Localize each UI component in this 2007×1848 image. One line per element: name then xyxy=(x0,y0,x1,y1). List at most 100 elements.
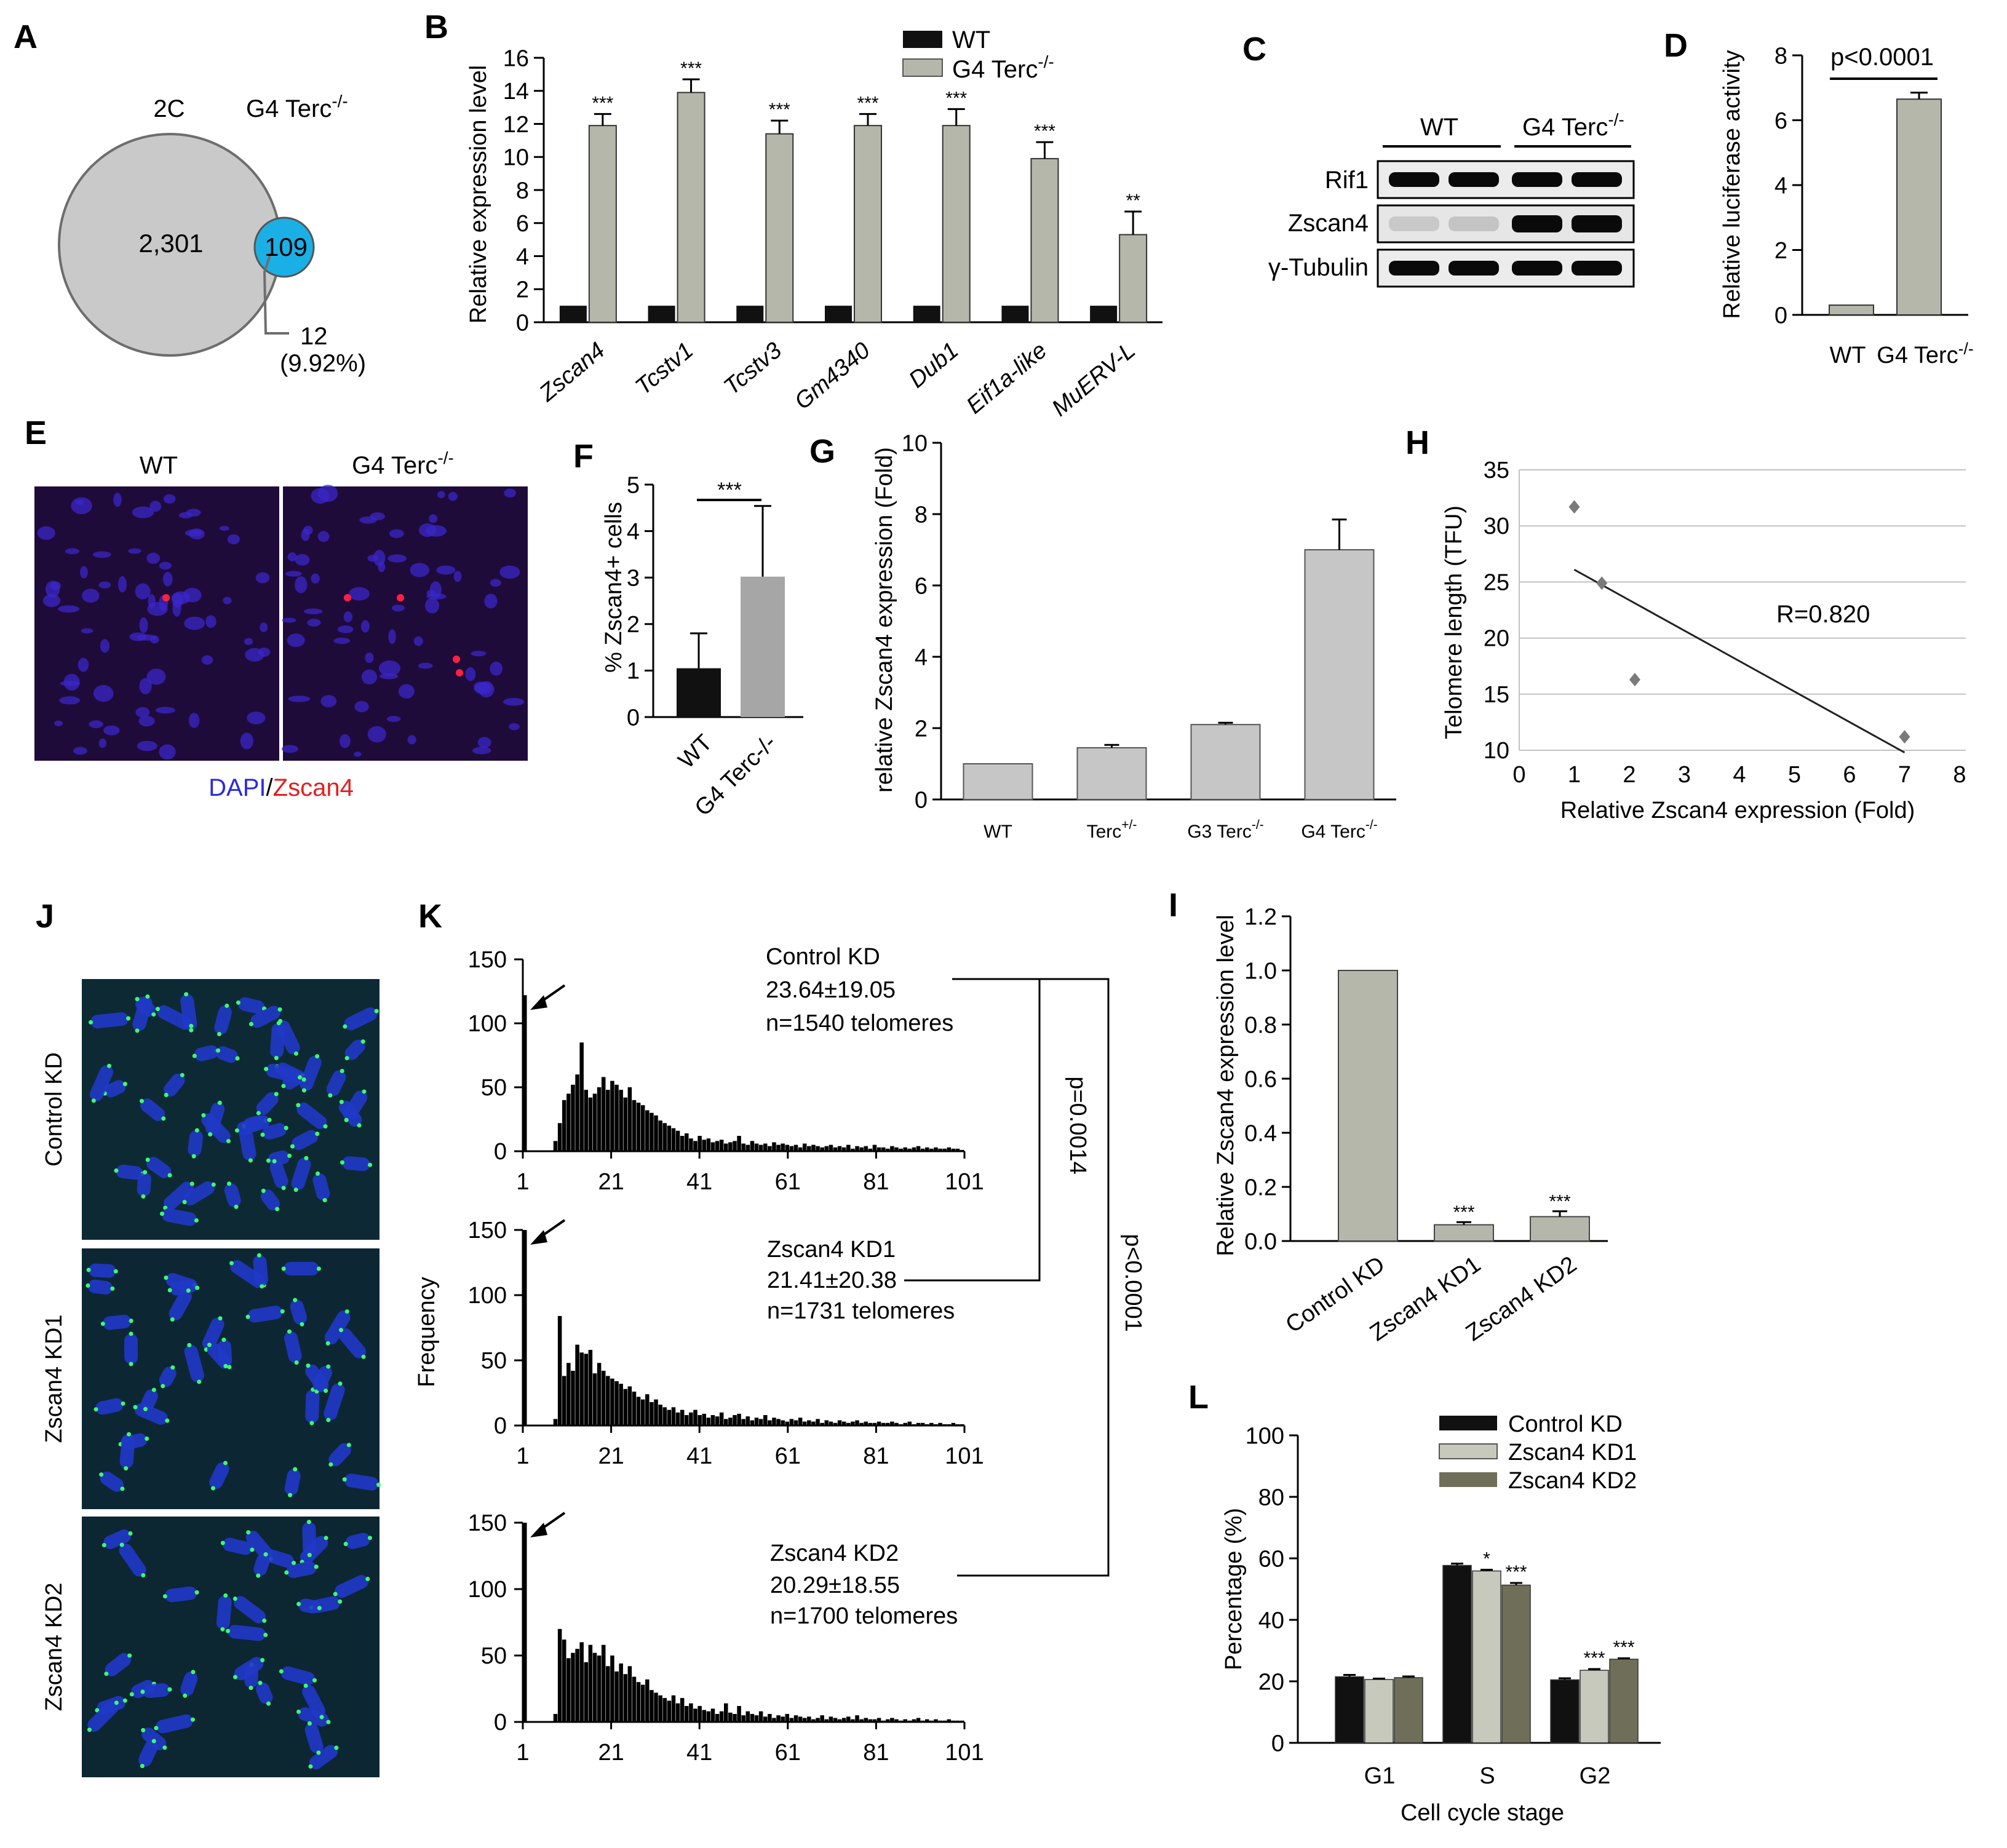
hist-bar xyxy=(737,1413,741,1426)
hist-bar xyxy=(667,1700,672,1722)
panel-b-legend: WT G4 Terc-/- xyxy=(902,26,1054,83)
blot-band xyxy=(1449,172,1499,187)
chromosome xyxy=(342,1156,370,1172)
hist-bar xyxy=(881,1147,886,1151)
hist-bar xyxy=(907,1720,912,1722)
telomere-signal xyxy=(160,1212,165,1216)
hist-bar xyxy=(575,1649,579,1722)
hist-bar xyxy=(776,1419,781,1426)
telomere-signal xyxy=(161,1116,166,1121)
chromosome xyxy=(302,1684,326,1718)
x-tick-label: 3 xyxy=(1678,762,1691,788)
dapi-nucleus xyxy=(240,732,253,750)
blot-label-tubulin: γ-Tubulin xyxy=(1268,254,1369,281)
bar xyxy=(1442,1564,1472,1743)
hist-bar xyxy=(890,1718,894,1722)
hist-stats-mean-kd2: 20.29±18.55 xyxy=(770,1572,900,1598)
telomere-signal xyxy=(290,1144,295,1149)
chromosome xyxy=(296,1102,327,1129)
hist-bar xyxy=(636,1682,641,1722)
hist-bar xyxy=(697,1415,702,1426)
blot-band xyxy=(1449,261,1499,276)
dapi-nucleus xyxy=(472,747,491,755)
hist-bar xyxy=(798,1716,803,1722)
hist-bar xyxy=(675,1412,680,1426)
telomere-signal xyxy=(281,1186,286,1191)
dapi-nucleus xyxy=(45,581,60,598)
hist-bar xyxy=(654,1399,658,1426)
hist-bar xyxy=(584,1090,589,1151)
sig-marker: *** xyxy=(1549,1192,1570,1212)
hist-bar xyxy=(798,1147,803,1151)
chromosome xyxy=(135,1403,168,1425)
telomere-signal xyxy=(211,1182,216,1187)
dapi-nucleus xyxy=(287,552,297,561)
hist-bar xyxy=(899,1148,903,1151)
telomere-signal xyxy=(187,1342,192,1347)
hist-bar xyxy=(912,1424,916,1426)
panel-b-y-tick-label: 14 xyxy=(503,79,529,105)
dapi-nucleus xyxy=(136,634,157,641)
x-tick-label: 1 xyxy=(1568,762,1581,788)
hist-bar xyxy=(579,1042,584,1151)
telomere-signal xyxy=(360,1039,365,1044)
bar-wt xyxy=(559,306,587,322)
chromosome xyxy=(280,1666,315,1686)
panel-g-y-tick-label: 6 xyxy=(915,573,928,599)
hist-bar xyxy=(920,1148,925,1151)
hist-stats-n-kd2: n=1700 telomeres xyxy=(770,1603,958,1629)
x-tick-label: G4 Terc-/- xyxy=(1877,339,1973,368)
hist-bar xyxy=(947,1424,952,1426)
chromosome xyxy=(300,1055,322,1091)
telomere-signal xyxy=(121,1401,125,1406)
telomere-signal xyxy=(280,1309,285,1314)
chromosome xyxy=(344,1007,378,1031)
hist-bar xyxy=(868,1148,873,1151)
panel-i-y-tick-label: 1.2 xyxy=(1244,904,1277,930)
dapi-nucleus xyxy=(307,619,321,627)
hist-bar xyxy=(781,1420,785,1426)
chromosome xyxy=(119,1434,135,1469)
hist-bar xyxy=(745,1711,750,1722)
chromosome xyxy=(302,1521,317,1555)
blot-label-zscan4: Zscan4 xyxy=(1288,210,1369,237)
chromosome xyxy=(236,1115,270,1135)
chromosome xyxy=(124,1333,138,1365)
hist-bar xyxy=(650,1112,654,1151)
telomere-signal xyxy=(248,1158,253,1163)
hist-bar xyxy=(671,1128,676,1151)
chromosome xyxy=(324,1383,345,1421)
hist-bar xyxy=(758,1711,763,1722)
dapi-nucleus xyxy=(185,529,203,537)
hist-bar xyxy=(916,1146,921,1151)
hist-bar xyxy=(763,1415,768,1426)
panel-h-r-label: R=0.820 xyxy=(1776,601,1870,628)
hist-bar xyxy=(750,1714,755,1722)
telomere-signal xyxy=(195,1285,200,1290)
telomere-signal xyxy=(232,1596,237,1601)
dapi-nucleus xyxy=(155,707,176,714)
hist-bar xyxy=(907,1148,912,1151)
hist-bar xyxy=(592,1373,597,1426)
y-tick-label: 15 xyxy=(1484,682,1509,708)
chromosome xyxy=(209,1462,229,1489)
chromosome xyxy=(326,1070,346,1097)
panel-d-y-tick-label: 8 xyxy=(1775,43,1787,69)
bar xyxy=(1076,747,1147,801)
bracket-control-vs-kd2 xyxy=(957,978,1110,1577)
telomere-signal xyxy=(217,1032,221,1037)
dapi-nucleus xyxy=(54,720,63,727)
dapi-nucleus xyxy=(258,648,271,657)
hist-bar xyxy=(606,1666,610,1722)
bar-wt xyxy=(1090,306,1118,322)
chromosome xyxy=(256,1092,279,1115)
dapi-nucleus xyxy=(93,684,114,702)
telomere-signal xyxy=(135,997,140,1002)
hist-bar xyxy=(553,1714,558,1722)
dapi-nucleus xyxy=(183,587,202,603)
dapi-nucleus xyxy=(281,745,298,753)
dapi-nucleus xyxy=(287,633,305,648)
hist-bar xyxy=(667,1125,672,1151)
hist-bar xyxy=(715,1141,720,1151)
dapi-nucleus xyxy=(484,593,498,609)
